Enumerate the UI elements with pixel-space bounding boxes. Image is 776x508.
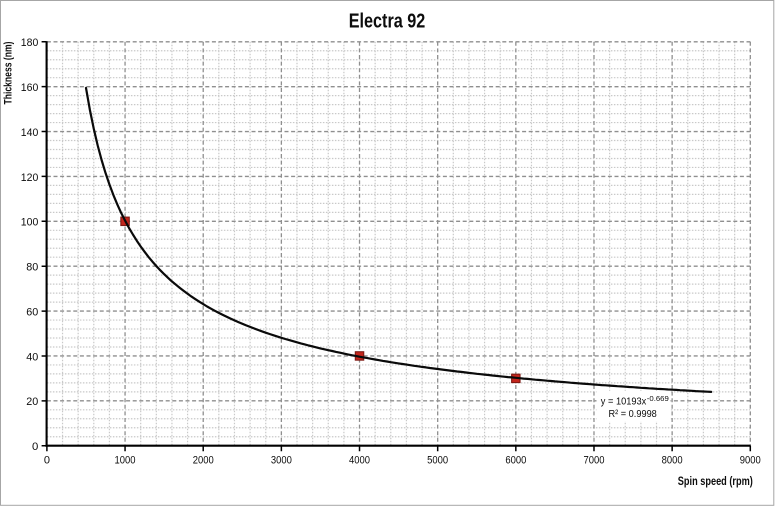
svg-text:0: 0 bbox=[44, 455, 50, 467]
svg-text:80: 80 bbox=[26, 262, 38, 274]
svg-text:R² = 0.9998: R² = 0.9998 bbox=[609, 408, 657, 420]
svg-text:1000: 1000 bbox=[115, 455, 136, 467]
svg-text:160: 160 bbox=[21, 82, 39, 94]
svg-text:4000: 4000 bbox=[349, 455, 370, 467]
svg-text:Thickness (nm): Thickness (nm) bbox=[3, 41, 15, 104]
svg-text:9000: 9000 bbox=[740, 455, 761, 467]
svg-text:100: 100 bbox=[21, 217, 39, 229]
svg-text:Electra 92: Electra 92 bbox=[349, 11, 426, 33]
svg-text:2000: 2000 bbox=[193, 455, 214, 467]
svg-text:7000: 7000 bbox=[583, 455, 604, 467]
svg-text:5000: 5000 bbox=[427, 455, 448, 467]
svg-text:y = 10193x: y = 10193x bbox=[601, 396, 647, 408]
svg-text:Spin speed (rpm): Spin speed (rpm) bbox=[678, 474, 753, 488]
svg-text:0: 0 bbox=[32, 441, 38, 453]
svg-text:40: 40 bbox=[26, 351, 38, 363]
svg-text:-0.669: -0.669 bbox=[647, 394, 669, 403]
svg-text:6000: 6000 bbox=[505, 455, 526, 467]
svg-text:140: 140 bbox=[21, 127, 39, 139]
svg-text:20: 20 bbox=[26, 396, 38, 408]
svg-text:8000: 8000 bbox=[662, 455, 683, 467]
svg-text:120: 120 bbox=[21, 172, 39, 184]
svg-text:180: 180 bbox=[21, 37, 39, 49]
svg-text:3000: 3000 bbox=[271, 455, 292, 467]
svg-text:60: 60 bbox=[26, 306, 38, 318]
